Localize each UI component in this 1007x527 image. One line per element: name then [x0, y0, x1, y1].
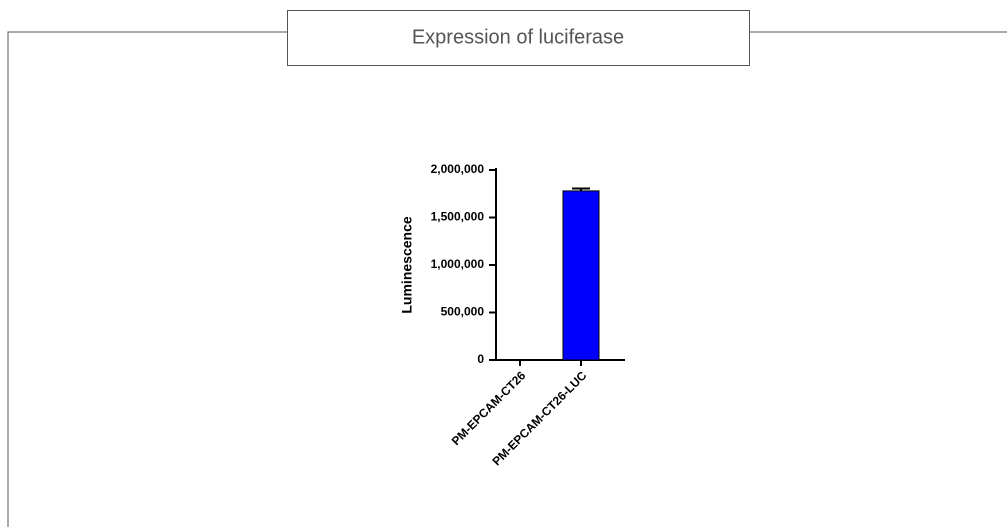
y-axis-label: Luminescence — [399, 216, 415, 313]
y-tick-label: 1,000,000 — [431, 257, 485, 271]
title-box — [287, 10, 750, 66]
bar — [562, 190, 600, 361]
y-tick-label: 2,000,000 — [431, 162, 485, 176]
y-tick-label: 0 — [477, 352, 484, 366]
frame — [7, 31, 287, 527]
panel-title: Expression of luciferase — [412, 26, 624, 48]
error-bar — [572, 187, 590, 191]
y-tick-label: 500,000 — [441, 305, 485, 319]
y-tick-label: 1,500,000 — [431, 210, 485, 224]
